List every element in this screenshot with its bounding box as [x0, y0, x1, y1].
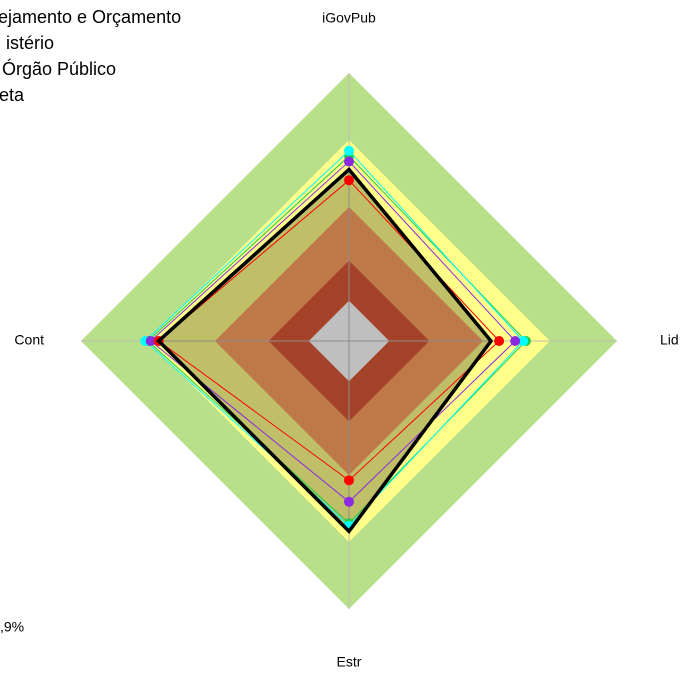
- series-line: [156, 166, 494, 534]
- legend-entry: istério: [6, 33, 54, 53]
- series-point: [344, 496, 354, 507]
- annotation: ,9%: [0, 619, 24, 635]
- legend-entry: Órgão Público: [2, 58, 116, 79]
- category-label: iGovPub: [322, 10, 376, 26]
- series-point: [344, 475, 354, 486]
- category-label: Cont: [14, 332, 44, 348]
- legend-entry: ejamento e Orçamento: [0, 7, 181, 27]
- series-point: [145, 336, 156, 346]
- series-point: [344, 156, 354, 167]
- series-point: [518, 336, 529, 346]
- category-label: Estr: [337, 654, 362, 670]
- legend-entry: eta: [0, 85, 25, 105]
- series-point: [494, 336, 505, 346]
- series-point: [344, 145, 354, 156]
- series-point: [344, 175, 354, 186]
- series-fill: [158, 169, 491, 532]
- series-point: [510, 336, 521, 346]
- category-label: Lid: [660, 332, 679, 348]
